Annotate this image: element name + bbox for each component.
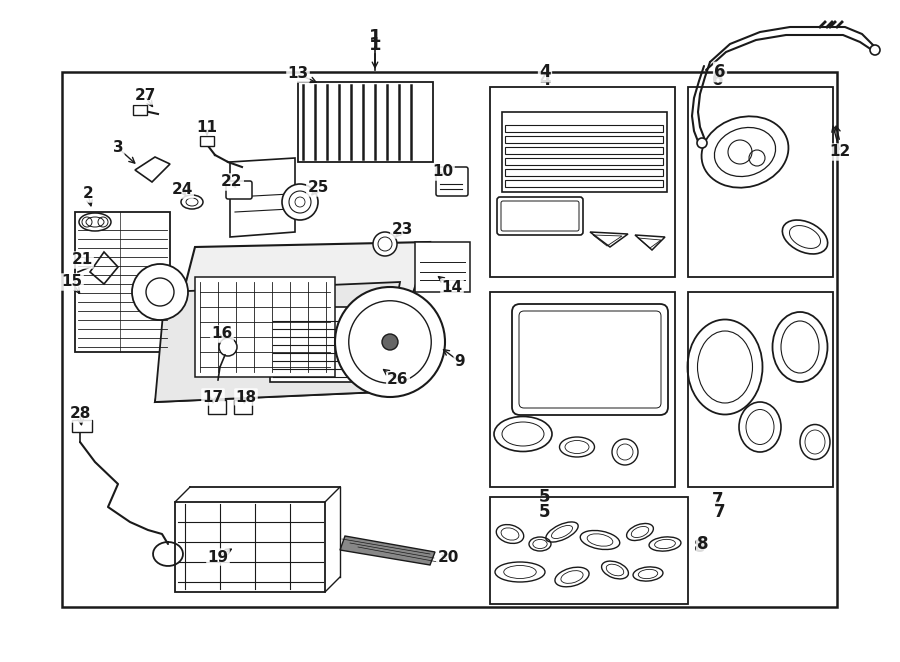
Polygon shape xyxy=(155,282,400,402)
Circle shape xyxy=(335,287,445,397)
Text: 22: 22 xyxy=(221,175,243,189)
Bar xyxy=(502,112,667,192)
Text: 1: 1 xyxy=(369,28,382,46)
Text: 5: 5 xyxy=(539,503,551,521)
Bar xyxy=(62,72,837,607)
Polygon shape xyxy=(230,158,295,237)
Bar xyxy=(505,125,663,132)
Text: 6: 6 xyxy=(715,63,725,81)
Bar xyxy=(505,147,663,154)
FancyBboxPatch shape xyxy=(436,167,468,196)
Text: 28: 28 xyxy=(69,406,91,422)
Text: 20: 20 xyxy=(437,549,459,565)
Bar xyxy=(175,502,325,592)
Text: 16: 16 xyxy=(212,326,232,342)
Circle shape xyxy=(373,232,397,256)
Bar xyxy=(505,169,663,176)
Bar xyxy=(490,497,688,604)
Text: 2: 2 xyxy=(83,187,94,201)
Text: 5: 5 xyxy=(539,488,551,506)
Bar xyxy=(490,87,675,277)
Text: 26: 26 xyxy=(387,373,409,387)
Text: 7: 7 xyxy=(715,503,725,521)
Text: 9: 9 xyxy=(454,354,465,369)
Text: 11: 11 xyxy=(196,120,218,134)
Text: 17: 17 xyxy=(202,389,223,404)
Text: 19: 19 xyxy=(207,549,229,565)
Text: 15: 15 xyxy=(61,275,83,289)
Text: 18: 18 xyxy=(236,389,256,404)
Ellipse shape xyxy=(79,213,111,231)
Text: 1: 1 xyxy=(369,36,382,54)
Circle shape xyxy=(382,334,398,350)
Bar xyxy=(505,158,663,165)
Bar xyxy=(133,105,147,115)
Text: 4: 4 xyxy=(539,63,551,81)
Bar xyxy=(234,400,252,414)
Text: 25: 25 xyxy=(307,181,328,195)
Text: 10: 10 xyxy=(432,164,454,179)
Bar xyxy=(72,420,92,432)
Bar xyxy=(415,242,470,292)
Polygon shape xyxy=(155,242,430,402)
Text: 12: 12 xyxy=(830,144,850,160)
Circle shape xyxy=(870,45,880,55)
Text: 21: 21 xyxy=(71,252,93,267)
Text: 27: 27 xyxy=(134,89,156,103)
Bar xyxy=(298,82,433,162)
Text: 7: 7 xyxy=(712,491,724,509)
Bar xyxy=(270,307,390,382)
Bar xyxy=(75,212,170,352)
Text: 8: 8 xyxy=(698,535,709,553)
Bar xyxy=(490,292,675,487)
Text: 8: 8 xyxy=(694,538,706,556)
Bar xyxy=(200,136,214,146)
Circle shape xyxy=(697,138,707,148)
Polygon shape xyxy=(340,536,435,565)
Text: 4: 4 xyxy=(539,71,551,89)
Text: 6: 6 xyxy=(712,71,724,89)
Text: 12: 12 xyxy=(830,144,850,160)
Bar xyxy=(688,292,833,487)
Ellipse shape xyxy=(181,195,203,209)
Text: 24: 24 xyxy=(171,183,193,197)
Circle shape xyxy=(282,184,318,220)
Bar xyxy=(208,400,226,414)
Bar xyxy=(688,87,833,277)
Bar xyxy=(505,180,663,187)
Bar xyxy=(505,136,663,143)
Bar xyxy=(195,277,335,377)
FancyBboxPatch shape xyxy=(226,181,252,199)
Text: 13: 13 xyxy=(287,66,309,81)
Text: 14: 14 xyxy=(441,279,463,295)
Circle shape xyxy=(219,338,237,356)
Text: 23: 23 xyxy=(392,222,413,238)
Circle shape xyxy=(132,264,188,320)
Text: 3: 3 xyxy=(112,140,123,156)
